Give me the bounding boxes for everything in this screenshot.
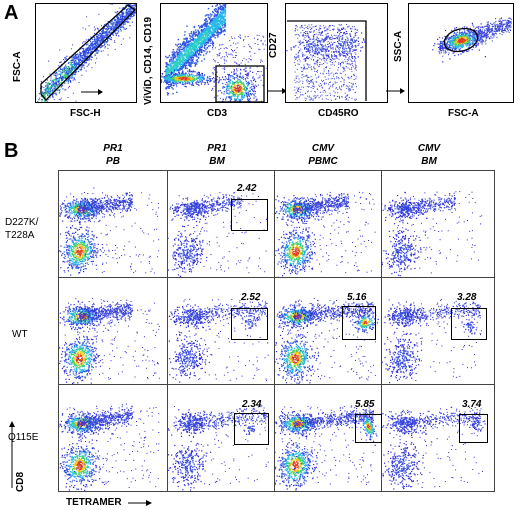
tetramer-gate-r3-c4 [459, 414, 488, 443]
ylabel-a1: FSC-A [12, 51, 23, 82]
arrow-a3-a4 [384, 86, 406, 96]
scatter-a4 [432, 17, 512, 63]
y-axis-arrow [9, 421, 15, 488]
tetramer-gate-r2-c2 [231, 308, 268, 340]
panel-a-letter: A [4, 2, 18, 25]
x-axis-arrow [127, 497, 153, 509]
row-header-1: D227K/T228A [5, 216, 38, 242]
percent-r2-c4: 3.28 [457, 292, 476, 303]
column-header-3: CMV PBMC [278, 142, 368, 168]
arrow-a2-a3 [266, 86, 288, 96]
ylabel-a3: CD27 [268, 32, 279, 58]
x-axis-label: TETRAMER [66, 497, 122, 508]
percent-r2-c2: 2.52 [241, 292, 260, 303]
cell-r3-c4 [382, 385, 495, 492]
cell-r1-c3 [275, 171, 382, 278]
plot-vivid-vs-cd3 [160, 3, 268, 103]
cell-r3-c2 [168, 385, 275, 492]
cell-r2-c4 [382, 278, 495, 385]
cell-r2-c1 [59, 278, 168, 385]
tetramer-gate-r2-c3 [342, 306, 376, 340]
row-header-2: WT [12, 328, 28, 341]
scatter-a2 [161, 4, 267, 102]
cell-r1-c2 [168, 171, 275, 278]
row-header-3: Q115E [8, 431, 38, 444]
percent-r2-c3: 5.16 [347, 292, 366, 303]
y-axis-label: CD8 [15, 472, 26, 492]
scatter-a3 [286, 20, 367, 101]
panel-b-letter: B [4, 140, 18, 163]
xlabel-a4: FSC-A [448, 108, 479, 119]
plot-cd27-vs-cd45ro [285, 3, 388, 103]
xlabel-a2: CD3 [207, 108, 227, 119]
tetramer-gate-r3-c3 [355, 414, 382, 443]
tetramer-gate-r3-c2 [234, 413, 269, 445]
xlabel-a1: FSC-H [70, 108, 101, 119]
scatter-a1 [36, 4, 136, 102]
plot-ssc-a-vs-fsc-a [408, 3, 514, 103]
column-header-2: PR1 BM [172, 142, 262, 168]
ylabel-a4: SSC-A [393, 31, 404, 62]
grid-frame [58, 170, 495, 492]
column-header-4: CMV BM [384, 142, 474, 168]
tetramer-gate-r2-c4 [451, 308, 487, 340]
cell-r2-c3 [275, 278, 382, 385]
y-axis-label-group [5, 420, 19, 490]
cell-r1-c1 [59, 171, 168, 278]
cell-r3-c1 [59, 385, 168, 492]
column-header-1: PR1 PB [68, 142, 158, 168]
cell-r1-c4 [382, 171, 495, 278]
xlabel-a3: CD45RO [318, 108, 359, 119]
cell-r2-c2 [168, 278, 275, 385]
plot-fsc-a-vs-fsc-h [35, 3, 137, 103]
ylabel-a2: ViViD, CD14, CD19 [143, 17, 154, 105]
percent-r3-c3: 5.85 [355, 399, 374, 410]
percent-r1-c2: 2.42 [237, 183, 256, 194]
percent-r3-c2: 2.34 [242, 399, 261, 410]
percent-r3-c4: 3.74 [462, 399, 481, 410]
tetramer-gate-r1-c2 [231, 199, 268, 231]
cell-r3-c3 [275, 385, 382, 492]
